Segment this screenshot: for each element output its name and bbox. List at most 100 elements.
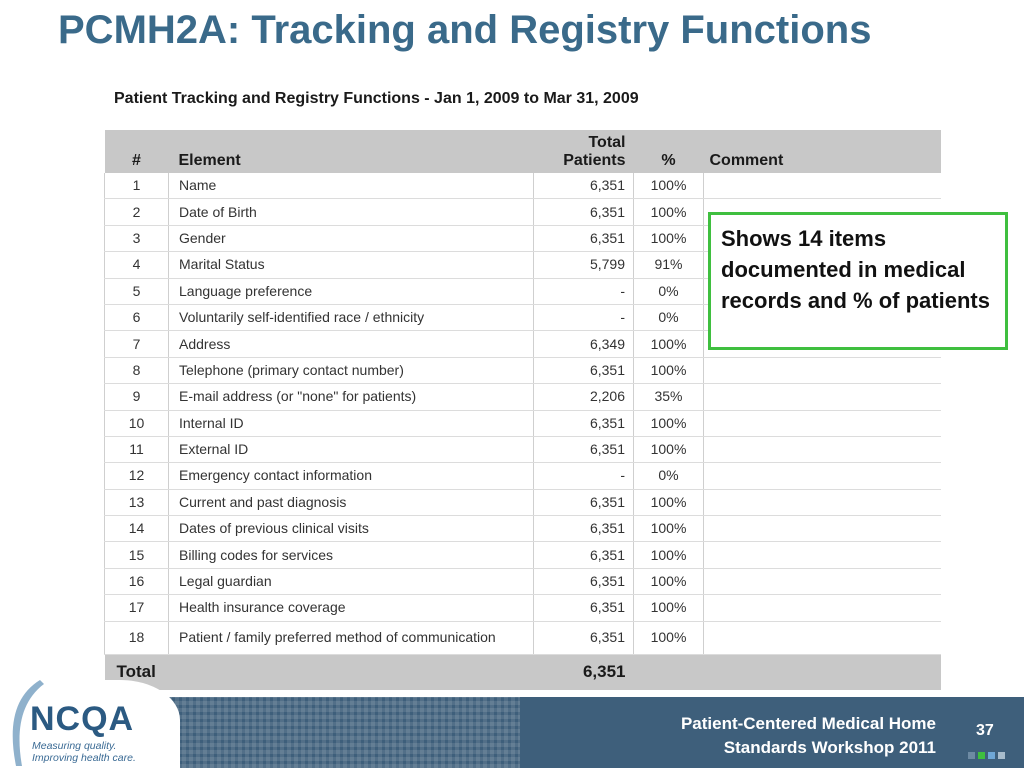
square-icon xyxy=(968,752,975,759)
row-total-patients: - xyxy=(533,462,634,490)
row-comment xyxy=(703,568,941,596)
square-icon xyxy=(988,752,995,759)
row-element: Gender xyxy=(168,225,534,253)
row-comment xyxy=(703,594,941,622)
row-comment xyxy=(703,357,941,385)
row-percent: 100% xyxy=(633,330,704,358)
row-comment xyxy=(703,621,941,655)
row-total-patients: 6,351 xyxy=(533,515,634,543)
table-row: 16 Legal guardian 6,351 100% xyxy=(104,568,941,596)
column-header-number: # xyxy=(132,152,141,169)
row-total-patients: 6,349 xyxy=(533,330,634,358)
footer-title-line1: Patient-Centered Medical Home xyxy=(680,714,936,733)
row-element: External ID xyxy=(168,436,534,464)
row-percent: 100% xyxy=(633,225,704,253)
row-number: 15 xyxy=(104,541,169,569)
row-total-patients: 5,799 xyxy=(533,251,634,279)
row-comment xyxy=(703,173,941,200)
row-percent: 100% xyxy=(633,173,704,200)
row-total-patients: - xyxy=(533,278,634,305)
row-total-patients: 6,351 xyxy=(533,594,634,622)
table-caption: Patient Tracking and Registry Functions … xyxy=(114,90,639,107)
row-total-patients: 6,351 xyxy=(533,489,634,517)
column-header-element: Element xyxy=(178,152,241,169)
row-element: Voluntarily self-identified race / ethni… xyxy=(168,304,534,332)
row-percent: 0% xyxy=(633,278,704,305)
row-number: 16 xyxy=(104,568,169,596)
total-header-line1: Total xyxy=(588,134,626,151)
square-icon xyxy=(978,752,985,759)
row-percent: 91% xyxy=(633,251,704,279)
row-number: 13 xyxy=(104,489,169,517)
table-row: 18 Patient / family preferred method of c… xyxy=(104,621,941,655)
decorative-squares xyxy=(968,752,1005,759)
row-element: E-mail address (or "none" for patients) xyxy=(168,383,534,411)
row-number: 11 xyxy=(104,436,169,464)
row-percent: 100% xyxy=(633,621,704,655)
row-comment xyxy=(703,383,941,411)
row-total-patients: - xyxy=(533,304,634,332)
footer-title-line2: Standards Workshop 2011 xyxy=(723,738,936,757)
column-header-percent: % xyxy=(661,152,676,169)
row-element: Telephone (primary contact number) xyxy=(168,357,534,385)
table-row: 15 Billing codes for services 6,351 100% xyxy=(104,541,941,569)
row-comment xyxy=(703,541,941,569)
row-number: 5 xyxy=(104,278,169,305)
row-number: 17 xyxy=(104,594,169,622)
total-percent-empty xyxy=(634,654,704,690)
row-element: Marital Status xyxy=(168,251,534,279)
table-row: 1 Name 6,351 100% xyxy=(104,173,941,200)
row-total-patients: 6,351 xyxy=(533,621,634,655)
callout-box: Shows 14 items documented in medical rec… xyxy=(708,212,1008,350)
table-row: 14 Dates of previous clinical visits 6,351… xyxy=(104,515,941,543)
row-element: Language preference xyxy=(168,278,534,305)
row-total-patients: 6,351 xyxy=(533,173,634,200)
row-total-patients: 6,351 xyxy=(533,568,634,596)
row-number: 7 xyxy=(104,330,169,358)
row-percent: 100% xyxy=(633,198,704,226)
total-label: Total xyxy=(116,662,156,682)
table-row: 11 External ID 6,351 100% xyxy=(104,436,941,464)
row-percent: 100% xyxy=(633,357,704,385)
row-element: Address xyxy=(168,330,534,358)
ncqa-logo: NCQA xyxy=(30,700,135,738)
row-element: Name xyxy=(168,173,534,200)
row-element: Date of Birth xyxy=(168,198,534,226)
row-comment xyxy=(703,462,941,490)
row-number: 18 xyxy=(104,621,169,655)
row-percent: 100% xyxy=(633,515,704,543)
row-total-patients: 6,351 xyxy=(533,357,634,385)
total-header-line2: Patients xyxy=(563,152,626,169)
slide-title: PCMH2A: Tracking and Registry Functions xyxy=(58,8,872,52)
row-number: 4 xyxy=(104,251,169,279)
row-total-patients: 6,351 xyxy=(533,541,634,569)
row-element: Emergency contact information xyxy=(168,462,534,490)
table-row: 12 Emergency contact information -0% xyxy=(104,462,941,490)
row-number: 8 xyxy=(104,357,169,385)
row-percent: 100% xyxy=(633,568,704,596)
column-header-comment: Comment xyxy=(709,152,784,169)
logo-tagline: Measuring quality. Improving health care… xyxy=(32,740,182,764)
row-comment xyxy=(703,436,941,464)
ncqa-swoosh-icon xyxy=(12,680,44,766)
row-total-patients: 6,351 xyxy=(533,225,634,253)
row-total-patients: 2,206 xyxy=(533,383,634,411)
total-patients-value: 6,351 xyxy=(582,662,626,682)
row-comment xyxy=(703,489,941,517)
row-total-patients: 6,351 xyxy=(533,436,634,464)
row-element: Current and past diagnosis xyxy=(168,489,534,517)
column-header-total-patients: Total Patients xyxy=(534,130,634,173)
row-comment xyxy=(703,515,941,543)
tagline-line1: Measuring quality. xyxy=(32,740,117,752)
row-number: 3 xyxy=(104,225,169,253)
row-total-patients: 6,351 xyxy=(533,410,634,437)
row-element: Patient / family preferred method of com… xyxy=(168,621,534,655)
row-number: 14 xyxy=(104,515,169,543)
table-total-row: Total 6,351 xyxy=(104,654,941,691)
row-number: 6 xyxy=(104,304,169,332)
row-number: 2 xyxy=(104,198,169,226)
table-row: 8 Telephone (primary contact number) 6,351… xyxy=(104,357,941,385)
row-element: Legal guardian xyxy=(168,568,534,596)
row-percent: 35% xyxy=(633,383,704,411)
row-percent: 100% xyxy=(633,410,704,437)
